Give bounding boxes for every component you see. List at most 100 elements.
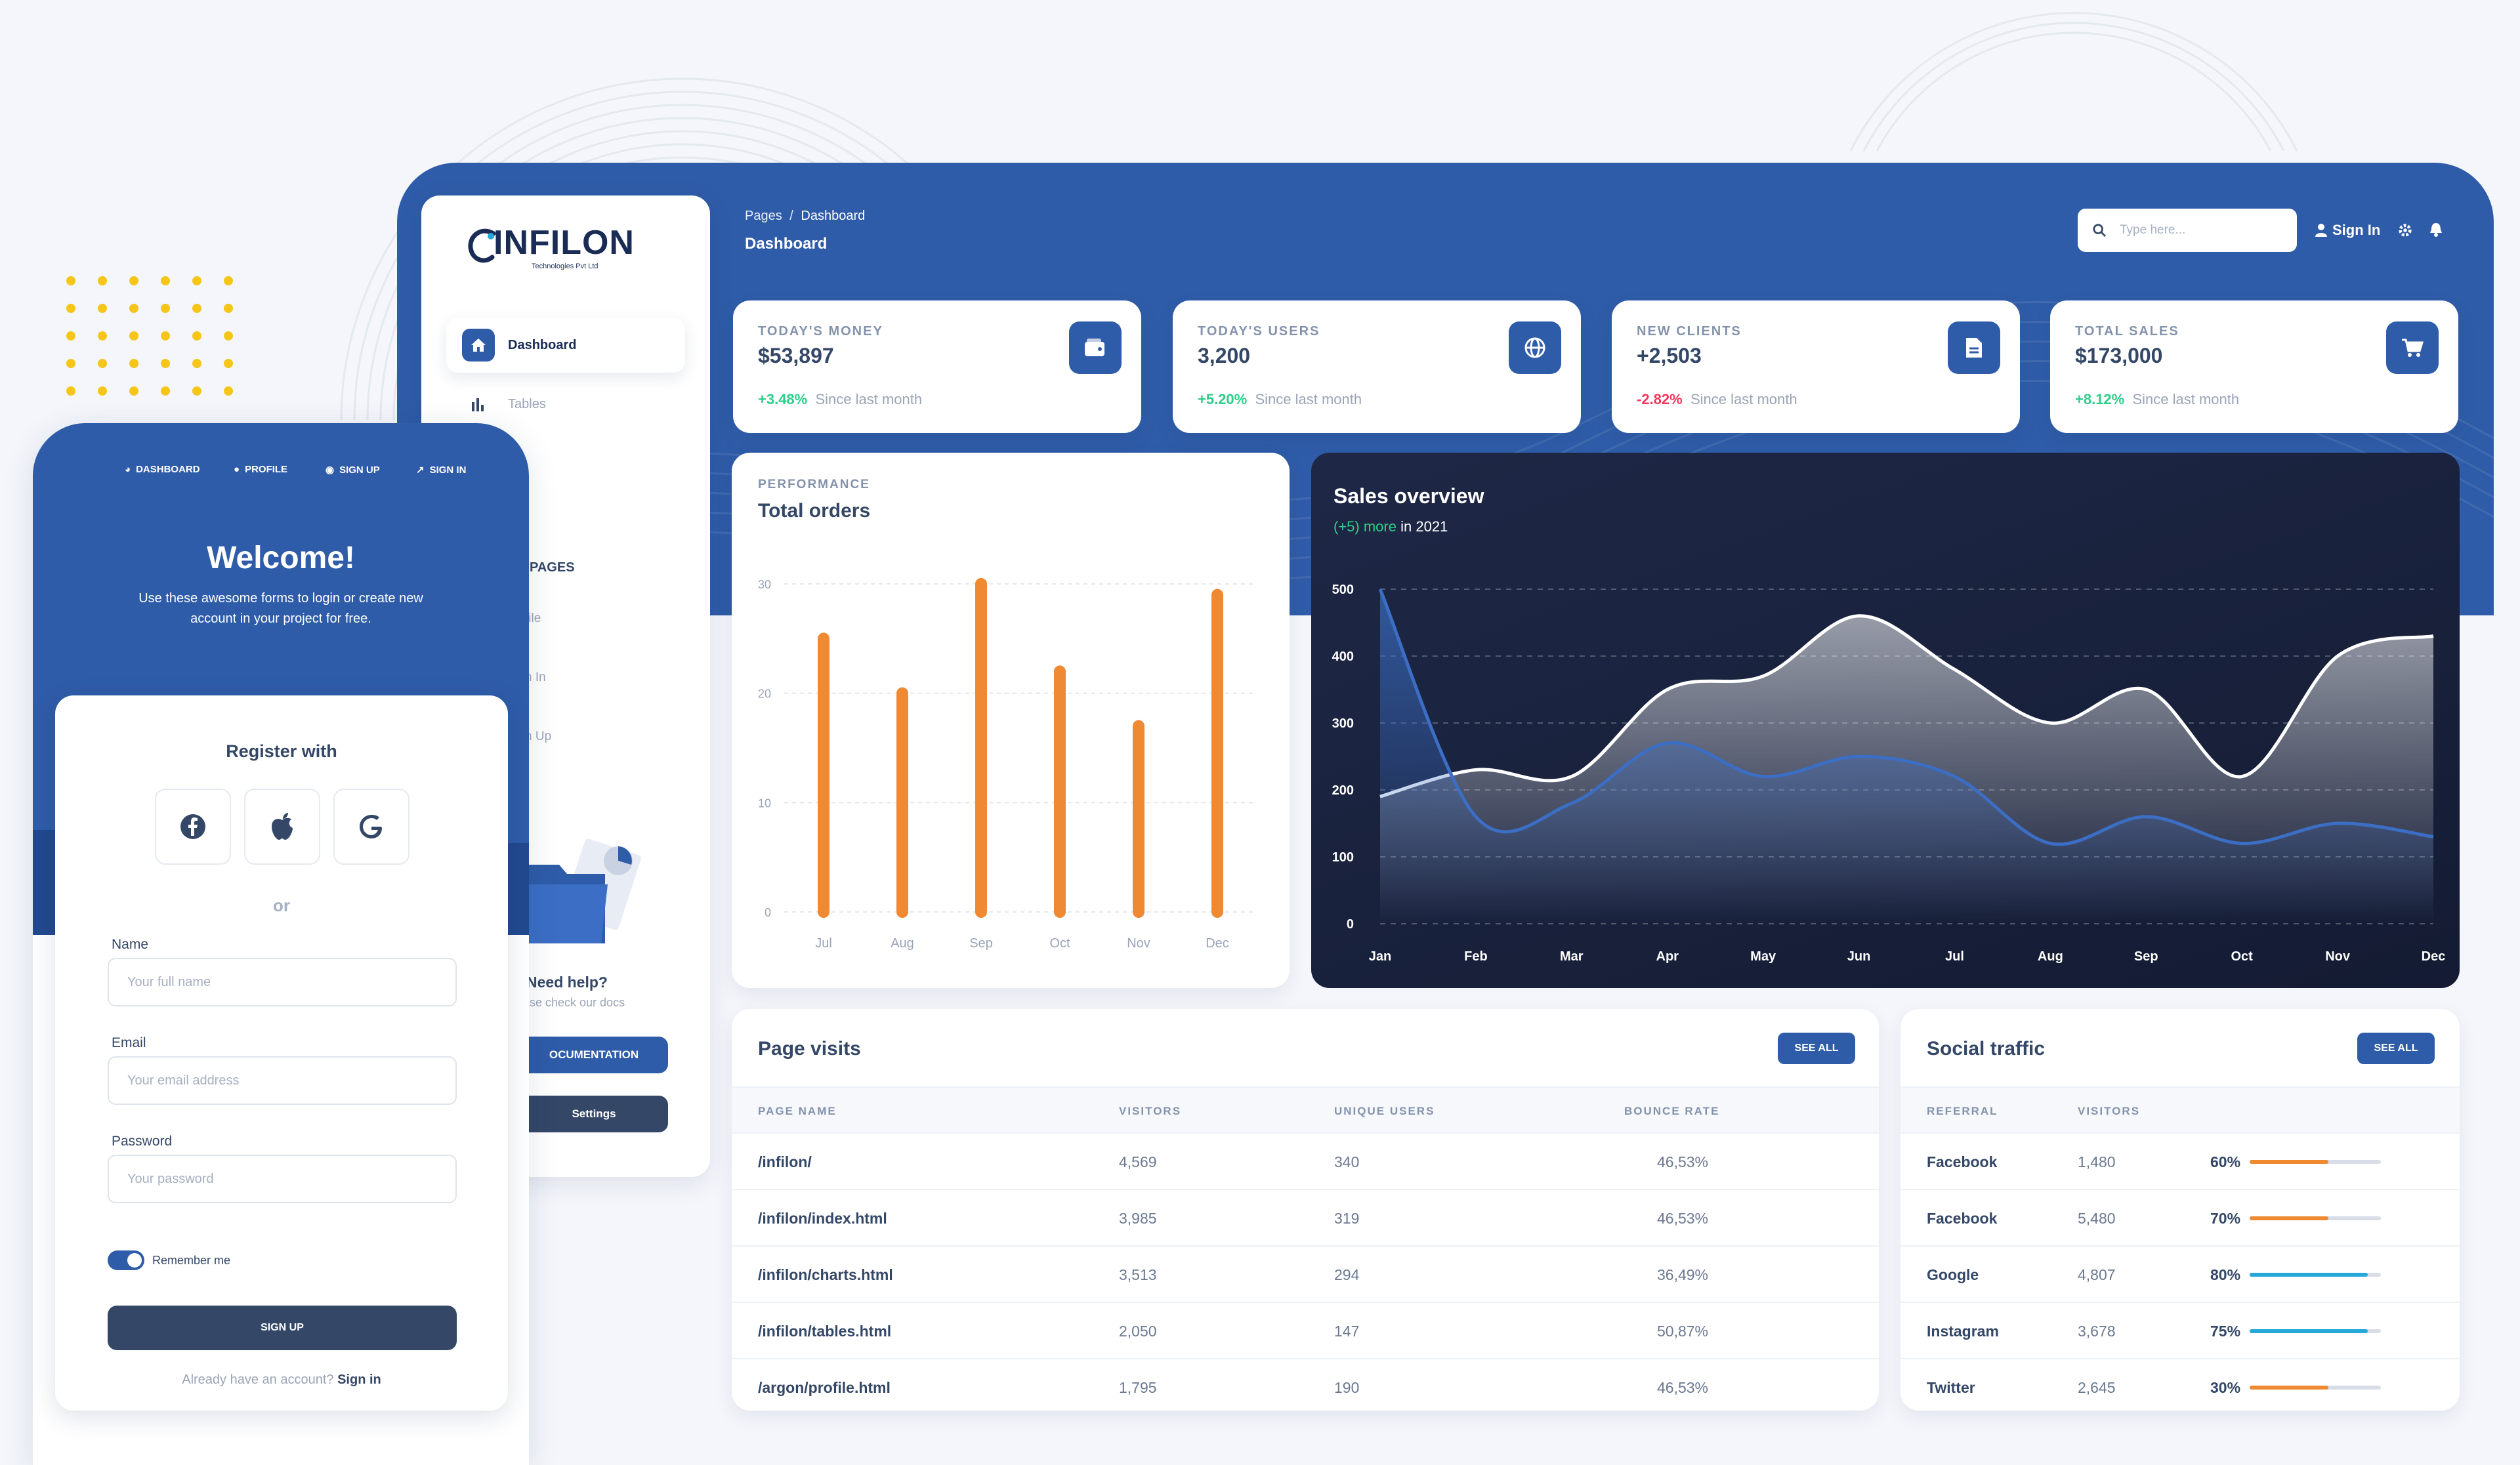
sign-in-link[interactable]: Sign In	[2315, 222, 2380, 239]
sidebar-item-dashboard[interactable]: Dashboard	[446, 318, 685, 373]
progress-track	[2250, 1273, 2381, 1277]
x-tick-label: Dec	[2422, 949, 2446, 964]
page-name-cell[interactable]: /infilon/tables.html	[758, 1323, 892, 1340]
visitors-cell: 2,645	[2078, 1379, 2116, 1396]
settings-button[interactable]: Settings	[520, 1096, 668, 1132]
email-input[interactable]	[126, 1072, 455, 1089]
document-icon	[1948, 321, 2000, 374]
referral-cell[interactable]: Facebook	[1927, 1210, 1998, 1227]
y-tick-label: 400	[1332, 650, 1354, 664]
stat-label: NEW CLIENTS	[1637, 324, 1742, 339]
series-line[interactable]	[1379, 614, 2434, 798]
nav-dashboard-link[interactable]: ◕ DASHBOARD	[125, 464, 200, 475]
sign-up-button[interactable]: SIGN UP	[108, 1306, 457, 1350]
referral-cell[interactable]: Twitter	[1927, 1379, 1975, 1396]
stat-period: Since last month	[1255, 391, 1362, 407]
sales-highlight: (+5) more	[1334, 518, 1396, 535]
stat-change: +8.12%	[2075, 391, 2125, 407]
stat-card-clients: NEW CLIENTS +2,503 -2.82% Since last mon…	[1612, 300, 2020, 433]
referral-cell[interactable]: Facebook	[1927, 1153, 1998, 1170]
sidebar-item-tables[interactable]: Tables	[446, 377, 685, 432]
stat-change: -2.82%	[1637, 391, 1683, 407]
bounce-rate-cell: 36,49%	[1657, 1266, 1709, 1283]
x-tick-label: May	[1750, 949, 1776, 964]
column-header: VISITORS	[2078, 1105, 2141, 1117]
x-tick-label: Nov	[1127, 936, 1150, 951]
referral-cell[interactable]: Instagram	[1927, 1323, 1999, 1340]
percent-cell: 80%	[2210, 1266, 2241, 1283]
x-tick-label: Aug	[2038, 949, 2063, 964]
y-tick-label: 500	[1332, 583, 1354, 597]
page-name-cell[interactable]: /infilon/index.html	[758, 1210, 887, 1227]
password-field[interactable]	[108, 1155, 457, 1203]
or-divider: or	[273, 896, 290, 915]
bounce-rate-cell: 46,53%	[1657, 1153, 1709, 1170]
password-input[interactable]	[126, 1170, 455, 1187]
see-all-button[interactable]: SEE ALL	[1778, 1033, 1855, 1064]
nav-sign-in-link[interactable]: ↗ SIGN IN	[416, 464, 466, 476]
progress-fill	[2250, 1386, 2328, 1390]
x-tick-label: Jun	[1847, 949, 1871, 964]
documentation-button[interactable]: OCUMENTATION	[520, 1037, 668, 1073]
nav-label: SIGN UP	[339, 464, 380, 476]
logo-mark-icon	[468, 228, 496, 263]
name-label: Name	[112, 937, 149, 952]
dots-decoration	[66, 276, 233, 396]
stat-value: $53,897	[758, 344, 834, 367]
name-input[interactable]	[126, 974, 455, 991]
register-form-card: Register with or Name Email Password Rem…	[55, 695, 508, 1411]
sidebar-item-sign-in[interactable]: n In	[525, 671, 546, 684]
nav-sign-up-link[interactable]: ◉ SIGN UP	[326, 464, 380, 476]
column-header: PAGE NAME	[758, 1105, 837, 1117]
bell-icon[interactable]	[2429, 222, 2443, 237]
x-tick-label: Nov	[2325, 949, 2351, 964]
search-input[interactable]	[2118, 222, 2276, 238]
email-field[interactable]	[108, 1056, 457, 1105]
name-field[interactable]	[108, 958, 457, 1006]
table-row: Instagram 3,678 75%	[1900, 1302, 2460, 1358]
page-name-cell[interactable]: /argon/profile.html	[758, 1379, 891, 1396]
progress-track	[2250, 1216, 2381, 1220]
visitors-cell: 3,985	[1119, 1210, 1157, 1227]
sidebar-item-profile[interactable]: file	[525, 611, 541, 625]
series-line[interactable]	[1378, 588, 2434, 846]
search-box[interactable]	[2078, 209, 2297, 252]
page-name-cell[interactable]: /infilon/	[758, 1153, 812, 1170]
progress-fill	[2250, 1273, 2368, 1277]
sales-title: Sales overview	[1334, 484, 1484, 508]
unique-users-cell: 147	[1334, 1323, 1360, 1340]
stat-card-money: TODAY'S MONEY $53,897 +3.48% Since last …	[733, 300, 1141, 433]
y-tick-label: 30	[758, 578, 771, 591]
welcome-tagline-line-2: account in your project for free.	[190, 611, 371, 626]
stat-footer: +3.48% Since last month	[758, 391, 922, 408]
page-title: Dashboard	[745, 235, 828, 253]
x-tick-label: Aug	[891, 936, 914, 951]
help-subtitle: se check our docs	[530, 996, 625, 1009]
apple-button[interactable]	[244, 789, 320, 865]
breadcrumb-current: Dashboard	[801, 209, 866, 223]
visitors-cell: 1,480	[2078, 1153, 2116, 1170]
social-traffic-card: Social traffic SEE ALL REFERRAL VISITORS…	[1900, 1009, 2460, 1411]
stat-label: TODAY'S USERS	[1198, 324, 1320, 339]
see-all-button[interactable]: SEE ALL	[2357, 1033, 2435, 1064]
breadcrumb-root[interactable]: Pages	[745, 209, 782, 223]
user-icon: ●	[234, 464, 240, 475]
y-tick-label: 10	[758, 796, 771, 810]
y-tick-label: 300	[1332, 716, 1354, 731]
table-header: PAGE NAME VISITORS UNIQUE USERS BOUNCE R…	[732, 1086, 1879, 1132]
page-name-cell[interactable]: /infilon/charts.html	[758, 1266, 893, 1283]
progress-track	[2250, 1386, 2381, 1390]
x-tick-label: Feb	[1464, 949, 1488, 964]
remember-me-toggle[interactable]	[108, 1250, 144, 1270]
referral-cell[interactable]: Google	[1927, 1266, 1979, 1283]
gear-icon[interactable]	[2398, 223, 2412, 237]
sign-in-link[interactable]: Sign in	[337, 1372, 381, 1387]
user-icon	[2315, 224, 2327, 237]
nav-profile-link[interactable]: ● PROFILE	[234, 464, 287, 475]
column-header: VISITORS	[1119, 1105, 1182, 1117]
nav-label: SIGN IN	[429, 464, 467, 476]
google-button[interactable]	[333, 789, 410, 865]
sidebar-item-sign-up[interactable]: n Up	[525, 730, 552, 743]
bounce-rate-cell: 50,87%	[1657, 1323, 1709, 1340]
facebook-button[interactable]	[155, 789, 231, 865]
